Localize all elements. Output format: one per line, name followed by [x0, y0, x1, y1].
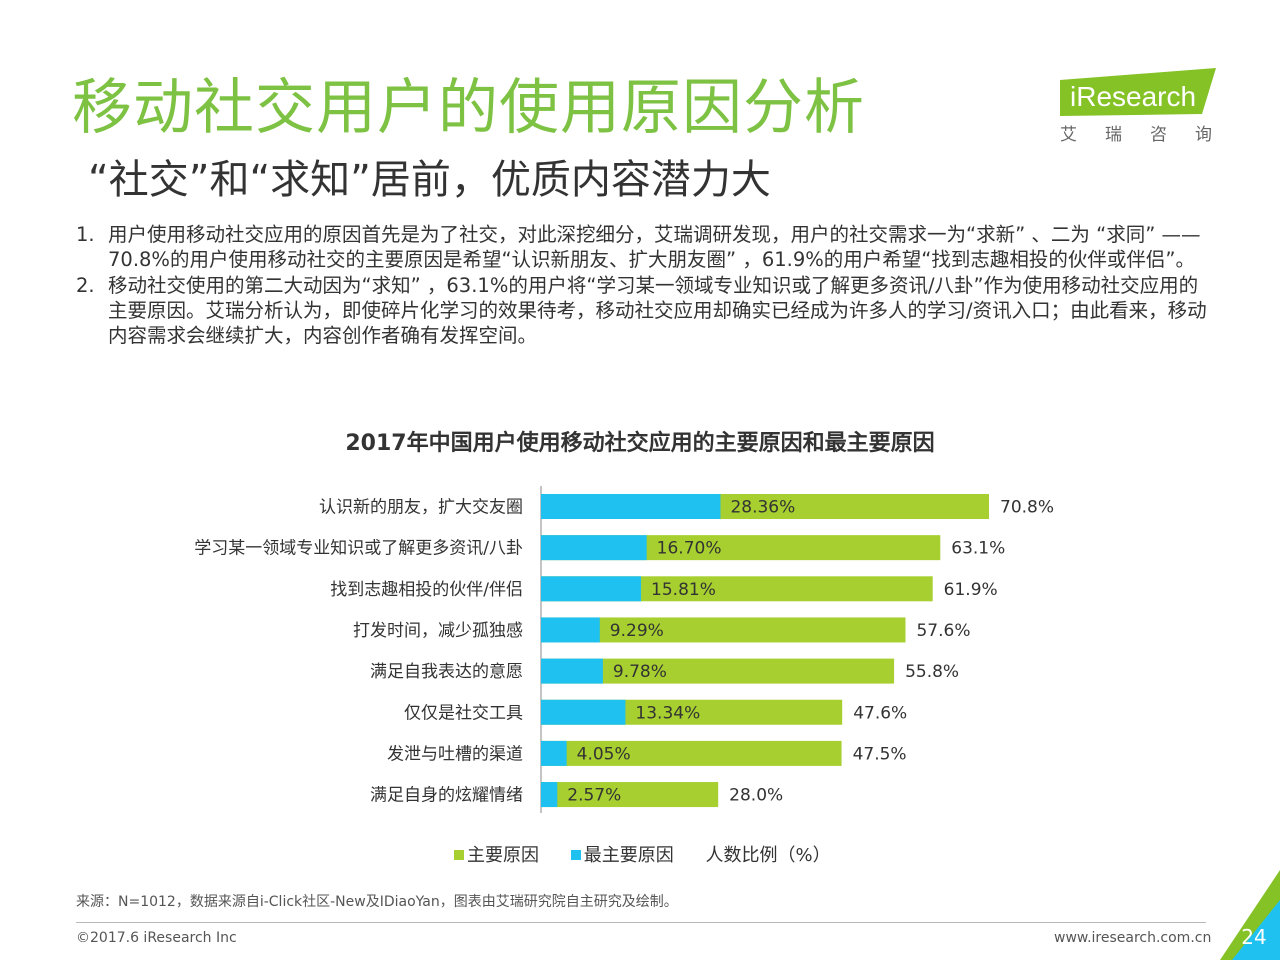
data-label-most: 2.57%: [567, 786, 621, 806]
category-label: 发泄与吐槽的渠道: [387, 744, 523, 764]
bar-primary: [541, 617, 906, 643]
category-label: 认识新的朋友，扩大交友圈: [319, 498, 523, 518]
source-note: 来源：N=1012，数据来源自i-Click社区-New及IDiaoYan，图表…: [76, 894, 678, 910]
category-label: 找到志趣相投的伙伴/伴侣: [330, 580, 523, 600]
finding-number: 2.: [76, 274, 95, 297]
legend-item-primary: 主要原因: [454, 844, 539, 868]
legend-swatch-primary: [454, 849, 464, 860]
bar-primary: [541, 740, 842, 766]
page-number: 24: [1241, 925, 1267, 949]
chart-legend: 主要原因 最主要原因 人数比例（%）: [454, 844, 857, 868]
logo-banner-shape: [1060, 68, 1216, 116]
data-label-most: 28.36%: [730, 498, 795, 518]
finding-number: 1.: [76, 223, 95, 246]
finding-text: 移动社交使用的第二大动因为“求知” ，63.1%的用户将“学习某一领域专业知识或…: [108, 274, 1207, 347]
page-subtitle: “社交”和“求知”居前，优质内容潜力大: [88, 157, 771, 203]
legend-item-most: 最主要原因: [570, 844, 674, 868]
data-label-primary: 47.5%: [853, 744, 907, 764]
category-label: 满足自身的炫耀情绪: [370, 786, 523, 806]
data-label-most: 15.81%: [651, 580, 716, 600]
data-label-primary: 28.0%: [729, 786, 783, 806]
logo-brand-text: iResearch: [1070, 81, 1197, 112]
data-label-primary: 70.8%: [1000, 498, 1054, 518]
bar-most: [541, 535, 647, 561]
chart-title: 2017年中国用户使用移动社交应用的主要原因和最主要原因: [345, 431, 935, 456]
bar-most: [541, 782, 558, 808]
bar-primary: [541, 782, 719, 808]
legend-label-most: 最主要原因: [583, 845, 674, 866]
data-label-most: 9.78%: [613, 662, 667, 682]
bar-most: [541, 576, 642, 602]
bar-most: [541, 740, 567, 766]
category-label: 仅仅是社交工具: [404, 703, 523, 723]
finding-item: 2. 移动社交使用的第二大动因为“求知” ，63.1%的用户将“学习某一领域专业…: [76, 273, 1216, 348]
category-label: 学习某一领域专业知识或了解更多资讯/八卦: [194, 539, 523, 559]
key-findings: 1. 用户使用移动社交应用的原因首先是为了社交，对此深挖细分，艾瑞调研发现，用户…: [76, 222, 1216, 349]
legend-label-primary: 主要原因: [467, 845, 539, 866]
category-label: 满足自我表达的意愿: [370, 662, 523, 682]
bar-most: [541, 494, 721, 519]
iresearch-logo: iResearch 艾瑞咨询: [1056, 66, 1224, 156]
logo-cn-text: 艾瑞咨询: [1060, 125, 1240, 145]
copyright: ©2017.6 iResearch Inc: [76, 930, 237, 946]
finding-text: 用户使用移动社交应用的原因首先是为了社交，对此深挖细分，艾瑞调研发现，用户的社交…: [108, 223, 1201, 271]
data-label-primary: 61.9%: [944, 580, 998, 600]
finding-item: 1. 用户使用移动社交应用的原因首先是为了社交，对此深挖细分，艾瑞调研发现，用户…: [76, 222, 1216, 272]
data-label-primary: 57.6%: [916, 621, 970, 641]
bar-most: [541, 617, 600, 643]
legend-unit: 人数比例（%）: [705, 845, 831, 866]
bar-most: [541, 658, 603, 684]
page-title: 移动社交用户的使用原因分析: [72, 73, 865, 143]
category-label: 打发时间，减少孤独感: [353, 621, 523, 641]
data-label-primary: 55.8%: [905, 662, 959, 682]
legend-swatch-most: [570, 849, 581, 860]
data-label-most: 9.29%: [610, 621, 664, 641]
corner-decoration: [1220, 870, 1280, 960]
data-label-most: 13.34%: [635, 703, 700, 723]
data-label-most: 4.05%: [577, 744, 631, 764]
data-label-primary: 63.1%: [951, 539, 1005, 559]
bar-most: [541, 699, 626, 725]
footer-divider: [76, 922, 1206, 923]
data-label-most: 16.70%: [657, 539, 722, 559]
data-label-primary: 47.6%: [853, 703, 907, 723]
website-link[interactable]: www.iresearch.com.cn: [1054, 930, 1212, 946]
